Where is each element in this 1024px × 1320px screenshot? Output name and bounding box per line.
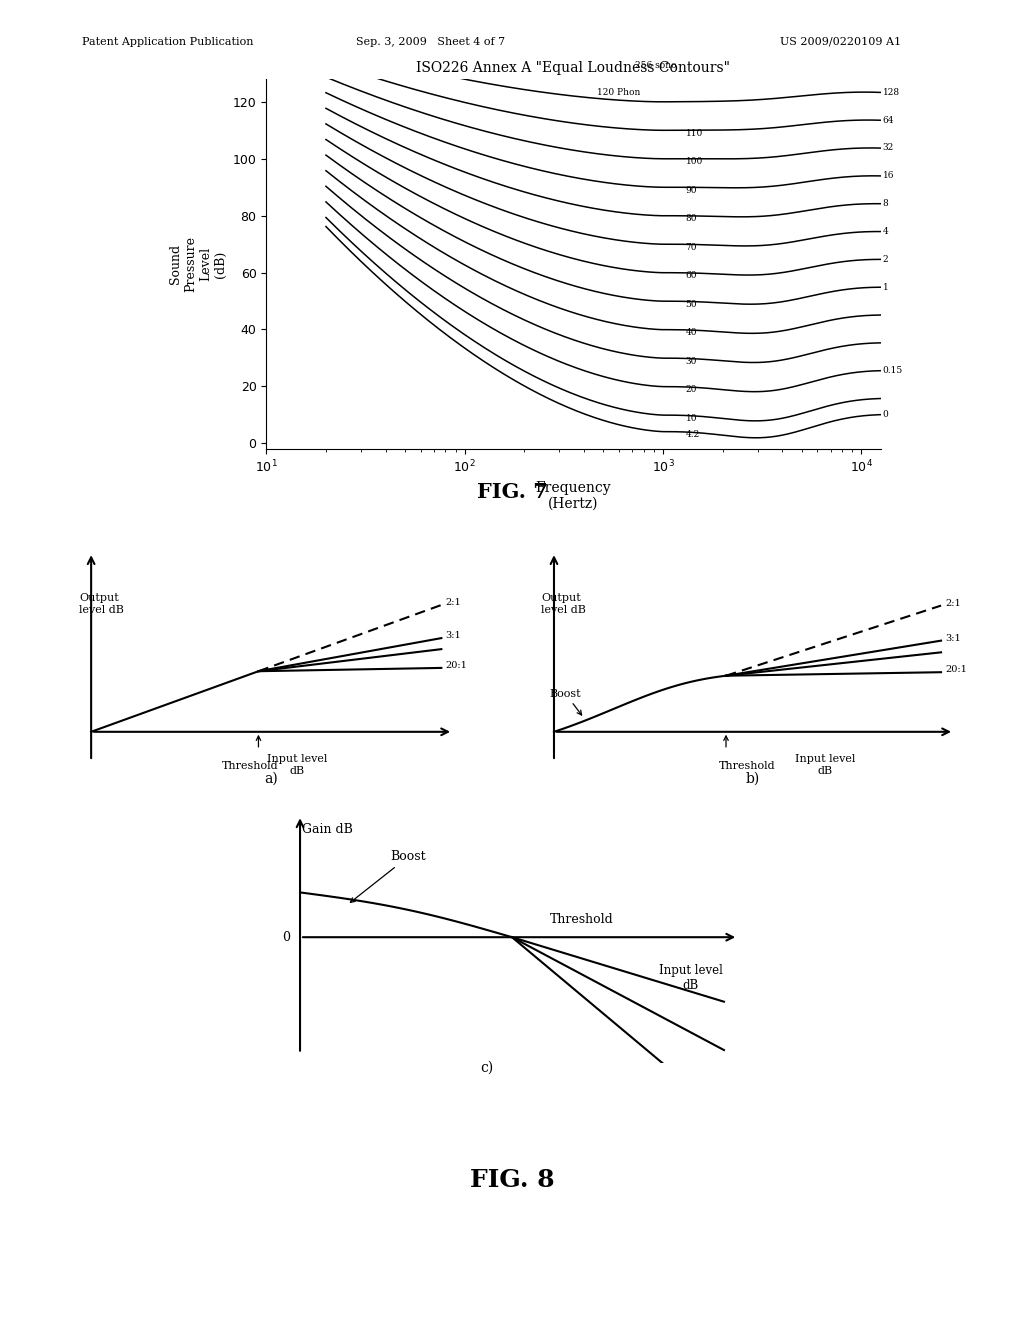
Text: 0: 0 <box>883 411 889 420</box>
Text: 0: 0 <box>283 931 291 944</box>
Text: Sep. 3, 2009   Sheet 4 of 7: Sep. 3, 2009 Sheet 4 of 7 <box>355 37 505 48</box>
Title: ISO226 Annex A "Equal Loudness Contours": ISO226 Annex A "Equal Loudness Contours" <box>417 61 730 75</box>
Text: FIG. 8: FIG. 8 <box>470 1168 554 1192</box>
Text: Output
level dB: Output level dB <box>80 593 124 615</box>
Text: 110: 110 <box>686 128 702 137</box>
Text: Boost: Boost <box>550 689 582 715</box>
Text: 2: 2 <box>883 255 888 264</box>
Text: US 2009/0220109 A1: US 2009/0220109 A1 <box>780 37 901 48</box>
Text: 0.15: 0.15 <box>883 366 903 375</box>
Y-axis label: Sound
Pressure
Level
(dB): Sound Pressure Level (dB) <box>169 236 227 292</box>
Text: 20:1: 20:1 <box>945 665 968 675</box>
Text: 256 sono: 256 sono <box>635 61 677 70</box>
Text: Boost: Boost <box>350 850 426 903</box>
Text: a): a) <box>264 772 279 785</box>
Text: 32: 32 <box>883 144 894 153</box>
X-axis label: Frequency
(Hertz): Frequency (Hertz) <box>536 480 611 511</box>
Text: 30: 30 <box>686 356 697 366</box>
Text: 70: 70 <box>686 243 697 252</box>
Text: FIG. 7: FIG. 7 <box>476 482 548 502</box>
Text: 40: 40 <box>686 329 697 337</box>
Text: Output
level dB: Output level dB <box>541 593 586 615</box>
Text: 50: 50 <box>686 300 697 309</box>
Text: 4: 4 <box>883 227 889 236</box>
Text: Input level
dB: Input level dB <box>795 754 855 776</box>
Text: Input level
dB: Input level dB <box>659 964 723 993</box>
Text: Threshold: Threshold <box>719 760 776 771</box>
Text: 2:1: 2:1 <box>945 599 962 607</box>
Text: 4.2: 4.2 <box>686 430 699 440</box>
Text: 1: 1 <box>883 282 889 292</box>
Text: Patent Application Publication: Patent Application Publication <box>82 37 253 48</box>
Text: Threshold: Threshold <box>550 913 613 925</box>
Text: c): c) <box>480 1061 493 1074</box>
Text: 3:1: 3:1 <box>945 634 962 643</box>
Text: Gain dB: Gain dB <box>302 824 353 836</box>
Text: 20:1: 20:1 <box>445 661 467 671</box>
Text: 8: 8 <box>883 199 889 209</box>
Text: 128: 128 <box>883 88 900 96</box>
Text: 3:1: 3:1 <box>445 631 461 640</box>
Text: b): b) <box>745 772 760 785</box>
Text: 60: 60 <box>686 271 697 280</box>
Text: Threshold: Threshold <box>222 760 279 771</box>
Text: 120 Phon: 120 Phon <box>597 88 641 98</box>
Text: 2:1: 2:1 <box>445 598 461 607</box>
Text: 20: 20 <box>686 385 697 395</box>
Text: 10: 10 <box>686 414 697 422</box>
Text: 90: 90 <box>686 186 697 194</box>
Text: 16: 16 <box>883 172 894 181</box>
Text: 64: 64 <box>883 116 894 124</box>
Text: 80: 80 <box>686 214 697 223</box>
Text: 100: 100 <box>686 157 702 166</box>
Text: Input level
dB: Input level dB <box>267 754 328 776</box>
